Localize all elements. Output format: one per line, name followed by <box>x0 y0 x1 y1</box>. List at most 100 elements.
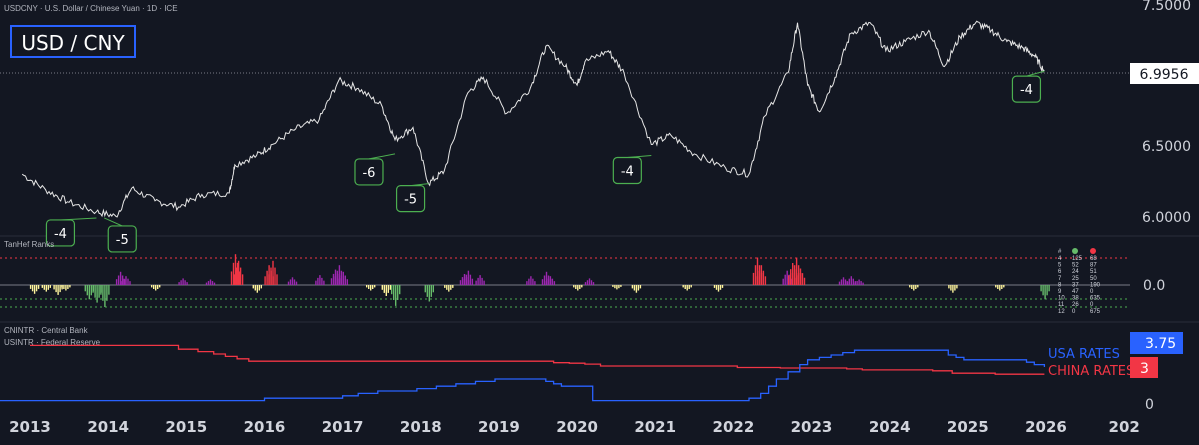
rank-bar <box>395 285 397 306</box>
rank-bar <box>721 285 724 288</box>
rank-bar <box>45 285 47 292</box>
ranks-table-cell: 7 <box>1058 276 1062 282</box>
rank-bar <box>616 285 618 290</box>
rank-bars-group <box>29 254 1050 307</box>
rank-bar <box>33 285 36 294</box>
rank-bar <box>100 285 102 295</box>
rank-bar <box>37 285 40 289</box>
rank-bar <box>579 285 581 289</box>
rank-bar <box>1001 285 1003 289</box>
rank-bar <box>791 272 794 285</box>
rank-bar <box>530 276 532 285</box>
x-axis: 2013 2014 2015 2016 2017 2018 2019 2020 2021 2022… <box>9 418 1140 436</box>
x-axis-label: 2018 <box>400 418 442 436</box>
rank-bar <box>956 285 958 289</box>
rank-bar <box>573 285 575 288</box>
ranks-table-cell: 0 <box>1090 302 1094 308</box>
ranks-table: # 4 125 68 5 52 87 6 24 51 7 25 50 8 37 190 9 47 0 10 38 635… <box>1058 248 1101 315</box>
rank-bar <box>84 285 86 292</box>
rates-legend-cn: CNINTR · Central Bank <box>4 326 89 335</box>
rank-bar <box>586 280 589 286</box>
rank-bar <box>545 271 548 285</box>
rank-bar <box>67 285 69 289</box>
rank-bar <box>756 257 759 285</box>
rank-bar <box>104 285 106 307</box>
ranks-table-cell: 25 <box>1072 276 1079 282</box>
callout-label: -5 <box>116 233 129 248</box>
ranks-table-cell: 190 <box>1090 282 1101 288</box>
rank-bar <box>432 285 434 293</box>
rank-bar <box>713 285 716 288</box>
rank-bar <box>184 280 186 286</box>
rank-bar <box>106 285 108 301</box>
rank-bar <box>471 278 474 286</box>
rank-bar <box>952 285 954 293</box>
rank-bar <box>180 280 182 286</box>
x-axis-label: 2023 <box>791 418 833 436</box>
rank-bar <box>793 265 796 285</box>
callout: -5 <box>104 217 137 253</box>
rank-bar <box>209 279 212 285</box>
rank-bar <box>803 277 806 286</box>
ranks-title: TanHef Ranks <box>4 240 54 249</box>
rank-bar <box>153 285 155 289</box>
price-tick-low: 6.0000 <box>1142 210 1191 226</box>
rank-bar <box>370 285 372 291</box>
rank-bar <box>53 285 55 290</box>
rank-bar <box>444 285 446 288</box>
rank-bar <box>321 277 323 285</box>
ranks-table-cell: 47 <box>1072 289 1079 295</box>
symbol-badge <box>10 25 136 58</box>
rank-bar <box>385 285 387 296</box>
ranks-table-cell: 51 <box>1090 269 1097 275</box>
rank-bar <box>207 281 210 286</box>
rank-bar <box>317 277 319 285</box>
rank-bar <box>151 285 153 288</box>
rank-bar <box>788 275 790 286</box>
rank-bar <box>289 279 292 285</box>
rank-bar <box>840 279 843 285</box>
rank-bar <box>754 265 757 285</box>
rank-bar <box>430 285 432 297</box>
rank-bar <box>232 262 235 286</box>
last-price-box <box>1130 63 1199 84</box>
rank-bar <box>291 277 294 285</box>
rank-bar <box>848 278 850 285</box>
rank-bar <box>795 277 798 286</box>
rank-bar <box>1003 285 1005 288</box>
rank-bar <box>469 274 472 286</box>
rank-bar <box>342 271 344 285</box>
callout-box <box>395 184 426 213</box>
symbol-badge-label: USD / CNY <box>21 31 125 55</box>
rank-bar <box>995 285 997 288</box>
rank-bar <box>65 285 67 291</box>
callout: -4 <box>45 217 97 247</box>
rank-bar <box>764 276 767 285</box>
callout: -5 <box>395 183 429 213</box>
rank-bar <box>999 285 1001 291</box>
rank-bar <box>553 281 556 286</box>
rank-bar <box>236 262 239 286</box>
rank-bar <box>102 285 104 301</box>
rank-bar <box>911 285 913 289</box>
rank-bar <box>127 278 129 285</box>
rank-bar <box>461 277 464 285</box>
rank-bar <box>368 285 370 289</box>
rank-bar <box>96 285 98 303</box>
rank-bar <box>276 274 278 285</box>
rank-bar <box>756 276 759 285</box>
rank-bar <box>334 276 337 285</box>
ranks-table-header-red-dot <box>1090 248 1096 254</box>
callout-box <box>1011 75 1042 103</box>
rank-bar <box>717 285 720 292</box>
last-price-value: 6.9956 <box>1140 67 1189 83</box>
rank-bar <box>211 281 214 286</box>
rank-bar <box>338 265 341 285</box>
rank-bar <box>795 257 798 285</box>
rank-bar <box>575 285 577 289</box>
rank-bar <box>428 285 430 302</box>
rank-bar <box>856 281 858 286</box>
rank-bar <box>532 278 534 285</box>
rank-bar <box>475 280 477 286</box>
